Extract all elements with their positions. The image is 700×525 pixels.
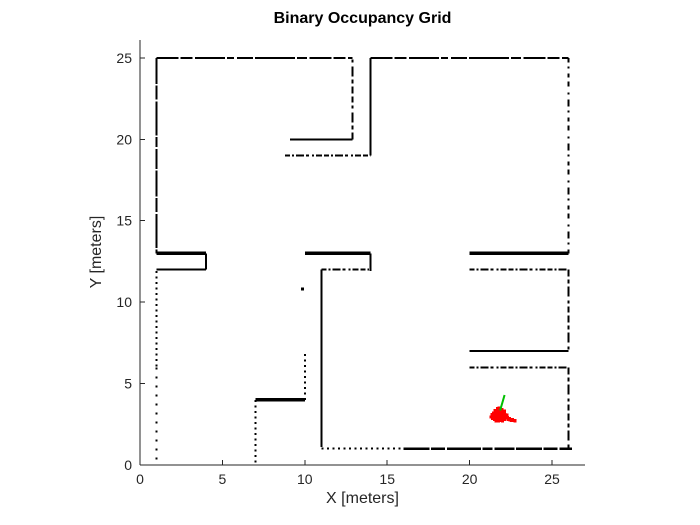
particle-dot: [495, 413, 499, 417]
x-tick-label: 10: [297, 471, 313, 487]
particle-dot: [498, 413, 502, 417]
particle-dot: [491, 411, 496, 415]
y-tick-label: 0: [124, 457, 132, 473]
particle-dot: [496, 409, 501, 413]
particle-dot: [492, 417, 496, 422]
particle-dot: [494, 419, 498, 423]
y-tick-label: 10: [116, 294, 132, 310]
particle-dot: [499, 411, 503, 415]
particle-dot: [500, 414, 505, 418]
particle-dot: [503, 417, 507, 422]
particle-dot: [507, 416, 511, 421]
particle-dot: [494, 416, 498, 420]
particle-dot: [491, 416, 495, 421]
particle-dot: [500, 417, 504, 422]
x-tick-label: 0: [136, 471, 144, 487]
particle-dot: [504, 415, 508, 419]
particle-dot: [493, 408, 497, 413]
particle-dot: [501, 412, 506, 416]
particle-dot: [500, 412, 504, 417]
y-tick-label: 25: [116, 50, 132, 66]
particle-dot: [499, 415, 503, 419]
particle-dot: [503, 412, 507, 417]
particle-dot: [505, 413, 509, 417]
plot-title: Binary Occupancy Grid: [273, 10, 452, 27]
y-tick-label: 5: [124, 376, 132, 392]
particle-dot: [489, 415, 493, 419]
particle-dot: [493, 412, 497, 417]
particle-dot: [497, 416, 501, 420]
particle-dot: [502, 414, 506, 418]
particle-dot: [496, 412, 500, 416]
particle-dot: [501, 416, 506, 420]
particle-dot: [505, 416, 510, 420]
occupied-cell: [300, 287, 304, 291]
particle-dot: [492, 414, 496, 418]
x-tick-label: 20: [462, 471, 478, 487]
particle-dot: [496, 414, 501, 418]
particle-dot: [500, 410, 505, 414]
particle-dot: [497, 411, 501, 415]
x-tick-label: 25: [544, 471, 560, 487]
robot-heading-line: [499, 394, 506, 411]
particle-dot: [497, 406, 501, 410]
particle-dot: [498, 418, 502, 422]
particle-dot: [510, 417, 515, 422]
x-tick-label: 15: [379, 471, 395, 487]
particle-dot: [496, 419, 501, 423]
particle-dot: [494, 411, 498, 415]
y-tick-label: 20: [116, 131, 132, 147]
particle-dot: [502, 409, 506, 413]
particle-dot: [500, 408, 504, 412]
x-axis-label: X [meters]: [326, 490, 399, 507]
particle-dot: [496, 407, 500, 411]
y-tick-label: 15: [116, 213, 132, 229]
x-tick-label: 5: [219, 471, 227, 487]
particle-dot: [500, 419, 505, 423]
particle-dot: [496, 416, 500, 421]
particle-dot: [513, 419, 517, 423]
particle-dot: [491, 413, 495, 417]
